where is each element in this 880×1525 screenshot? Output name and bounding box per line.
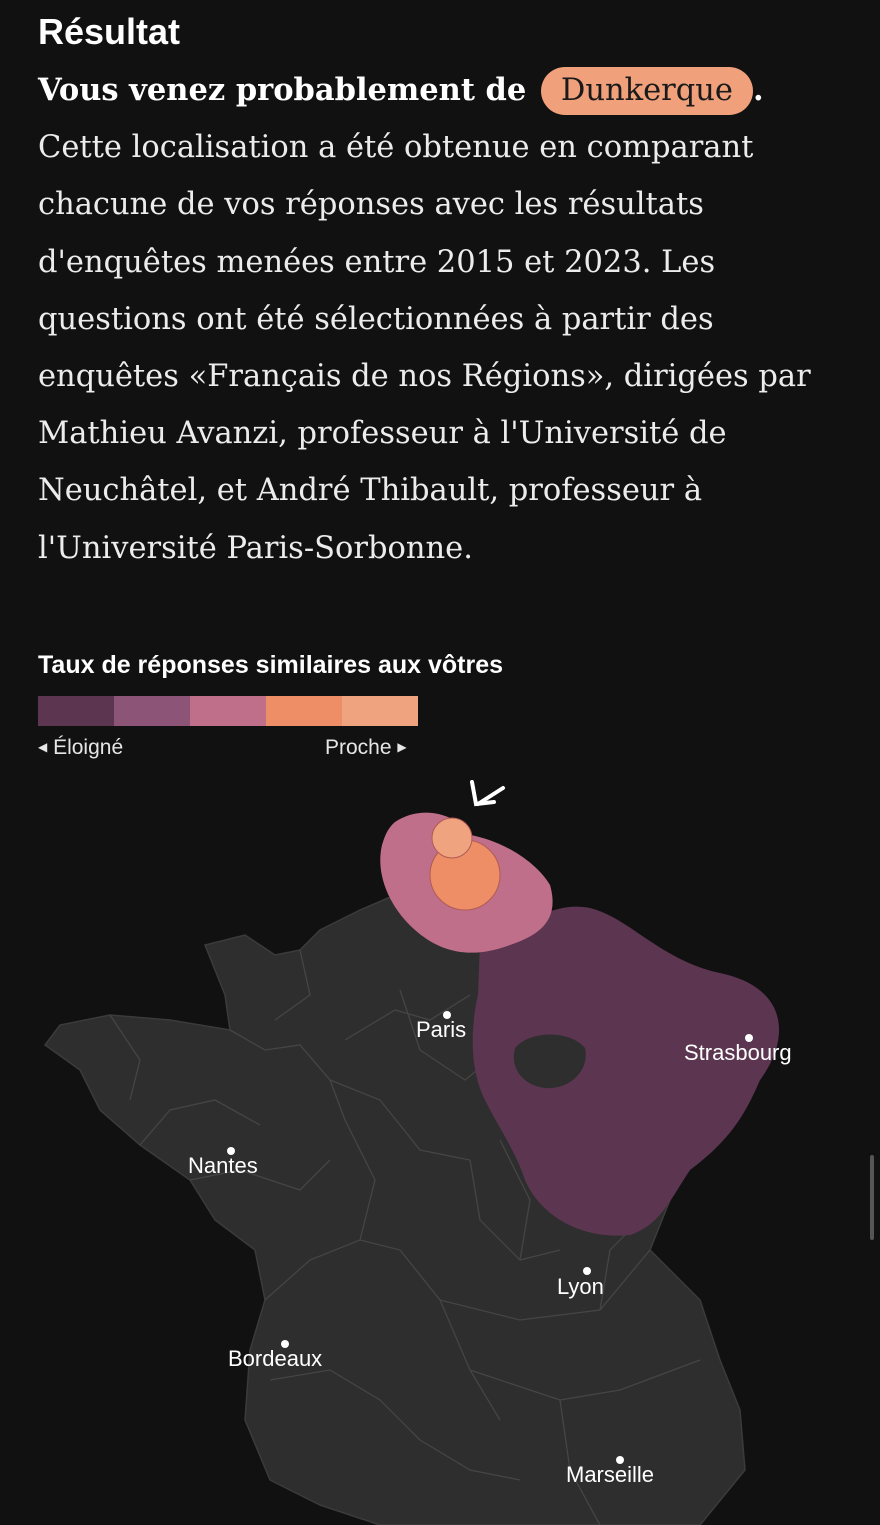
- triangle-left-icon: ◀: [38, 740, 48, 754]
- city-label-paris: Paris: [416, 1017, 466, 1042]
- legend-swatch-3: [190, 696, 266, 726]
- legend-low-label: ◀ Éloigné: [38, 736, 123, 760]
- zone-far-east[interactable]: [472, 906, 780, 1236]
- legend-high-label: Proche ▶: [325, 736, 407, 760]
- city-marker-bordeaux[interactable]: Bordeaux: [228, 1340, 322, 1371]
- lead-text: Vous venez probablement de: [38, 72, 527, 108]
- city-label-nantes: Nantes: [188, 1153, 258, 1178]
- result-description: Cette localisation a été obtenue en comp…: [38, 130, 811, 566]
- legend-swatch-4: [266, 696, 342, 726]
- city-label-bordeaux: Bordeaux: [228, 1346, 322, 1371]
- result-city-badge: Dunkerque: [540, 67, 753, 115]
- map-svg: Paris Strasbourg Nantes Lyon Bordeaux Ma…: [43, 780, 792, 1525]
- legend-swatch-5: [342, 696, 418, 726]
- zone-gap: [513, 1034, 586, 1089]
- triangle-right-icon: ▶: [397, 740, 407, 754]
- city-marker-paris[interactable]: Paris: [416, 1011, 466, 1042]
- page-scrollbar[interactable]: [870, 1155, 874, 1240]
- legend-low-text: Éloigné: [53, 736, 124, 759]
- city-label-lyon: Lyon: [557, 1274, 604, 1299]
- city-marker-lyon[interactable]: Lyon: [557, 1267, 604, 1299]
- france-map[interactable]: Paris Strasbourg Nantes Lyon Bordeaux Ma…: [0, 780, 880, 1525]
- result-description-block: Vous venez probablement de Dunkerque. Ce…: [38, 62, 838, 577]
- zone-closest-dunkerque[interactable]: [431, 817, 473, 859]
- city-marker-nantes[interactable]: Nantes: [188, 1147, 258, 1178]
- city-label-marseille: Marseille: [566, 1462, 654, 1487]
- legend-high-text: Proche: [325, 736, 392, 759]
- legend-swatch-2: [114, 696, 190, 726]
- legend-title: Taux de réponses similaires aux vôtres: [38, 651, 504, 679]
- city-label-strasbourg: Strasbourg: [684, 1040, 792, 1065]
- legend-swatch-1: [38, 696, 114, 726]
- lead-end: .: [752, 72, 764, 108]
- result-heading: Résultat: [38, 11, 181, 52]
- city-marker-strasbourg[interactable]: Strasbourg: [684, 1034, 792, 1065]
- arrow-pointer-icon: [470, 780, 505, 807]
- legend-color-scale: [38, 696, 418, 726]
- result-lead: Vous venez probablement de Dunkerque.: [38, 67, 764, 115]
- region-boundaries: [109, 949, 701, 1525]
- city-marker-marseille[interactable]: Marseille: [566, 1456, 654, 1487]
